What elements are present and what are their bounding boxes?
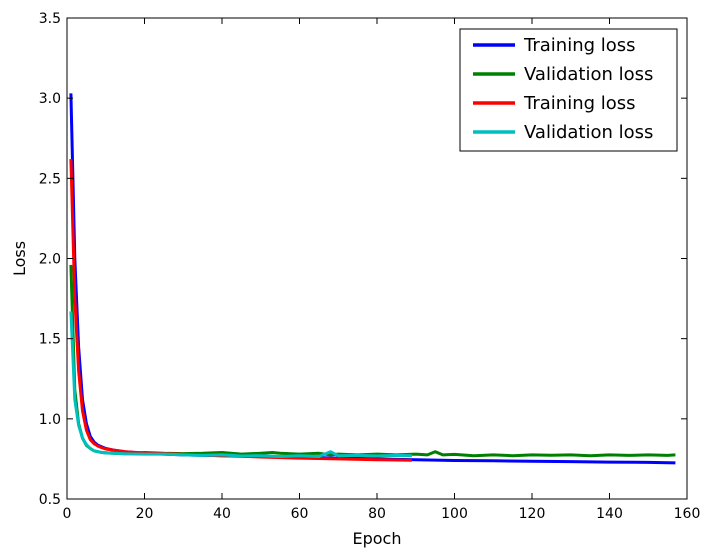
series-layer <box>69 93 676 465</box>
x-tick-label: 100 <box>441 506 468 522</box>
y-tick-label: 0.5 <box>39 492 61 508</box>
x-axis-label: Epoch <box>353 529 402 548</box>
y-axis-label: Loss <box>10 241 29 276</box>
legend-label-1: Training loss <box>523 35 636 56</box>
x-tick-label: 0 <box>63 506 72 522</box>
x-tick-label: 160 <box>674 506 701 522</box>
x-tick-label: 40 <box>213 506 231 522</box>
ticks-layer: 0 20 40 60 80 100 120 140 160 0.5 1.0 1.5 2.0 2.5 3.0 3… <box>39 11 701 522</box>
y-tick-label: 1.5 <box>39 332 61 348</box>
y-tick-label: 1.0 <box>39 412 61 428</box>
series-line-3 <box>69 159 412 462</box>
x-tick-label: 80 <box>368 506 386 522</box>
y-tick-label: 3.5 <box>39 11 61 27</box>
x-tick-label: 20 <box>136 506 154 522</box>
legend: Training loss Validation loss Training los… <box>459 28 678 152</box>
x-tick-label: 60 <box>291 506 309 522</box>
legend-label-3: Training loss <box>523 93 636 114</box>
legend-label-2: Validation loss <box>524 64 653 85</box>
series-line-2 <box>69 264 676 458</box>
y-tick-label: 3.0 <box>39 91 61 107</box>
x-tick-label: 140 <box>596 506 623 522</box>
legend-label-4: Validation loss <box>524 122 653 143</box>
series-line-4 <box>69 311 412 458</box>
y-tick-label: 2.5 <box>39 171 61 187</box>
y-tick-label: 2.0 <box>39 252 61 268</box>
x-tick-label: 120 <box>519 506 546 522</box>
